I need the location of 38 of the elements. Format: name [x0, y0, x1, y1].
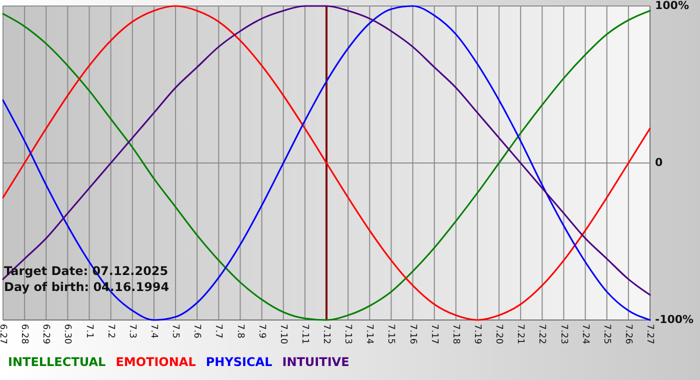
y-tick-label: 0 — [655, 156, 663, 170]
x-tick-label: 7.3 — [126, 324, 137, 338]
x-tick-label: 7.15 — [386, 324, 396, 344]
x-tick-label: 7.18 — [450, 324, 460, 344]
x-tick-label: 6.29 — [40, 324, 51, 344]
y-tick-label: 100% — [655, 0, 689, 12]
x-tick-label: 7.6 — [192, 324, 202, 339]
text: EMOTIONAL — [116, 355, 196, 369]
x-tick-label: 6.28 — [19, 324, 30, 344]
x-tick-label: 7.9 — [256, 324, 266, 339]
x-tick-label: 7.1 — [84, 324, 94, 338]
x-tick-label: 7.20 — [494, 324, 504, 344]
x-tick-label: 6.30 — [62, 324, 72, 344]
x-tick-label: 7.27 — [644, 324, 655, 344]
x-tick-label: 7.4 — [148, 324, 159, 339]
x-tick-label: 7.11 — [299, 324, 310, 344]
x-tick-label: 7.24 — [580, 324, 590, 344]
x-tick-label: 7.21 — [515, 324, 526, 344]
x-tick-label: 7.8 — [234, 324, 245, 339]
x-tick-label: 7.2 — [105, 324, 116, 338]
x-tick-label: 7.26 — [622, 324, 633, 344]
x-tick-label: 7.7 — [213, 324, 224, 338]
x-tick-label: 6.27 — [0, 324, 8, 344]
text: PHYSICAL — [206, 355, 273, 369]
x-tick-label: 7.19 — [472, 324, 482, 344]
x-tick-label: 7.5 — [170, 324, 180, 338]
x-tick-label: 7.10 — [278, 324, 288, 344]
x-tick-label: 7.12 — [321, 324, 332, 344]
x-tick-label: 7.17 — [428, 324, 439, 344]
x-tick-label: 7.14 — [364, 324, 374, 344]
x-tick-label: 7.25 — [601, 324, 612, 344]
x-tick-label: 7.16 — [407, 324, 418, 344]
x-tick-label: 7.13 — [342, 324, 353, 344]
x-tick-label: 7.22 — [536, 324, 547, 344]
x-tick-label: 7.23 — [558, 324, 568, 344]
y-tick-label: -100% — [655, 313, 694, 326]
text: INTELLECTUAL — [8, 355, 106, 369]
text: INTUITIVE — [282, 355, 350, 369]
